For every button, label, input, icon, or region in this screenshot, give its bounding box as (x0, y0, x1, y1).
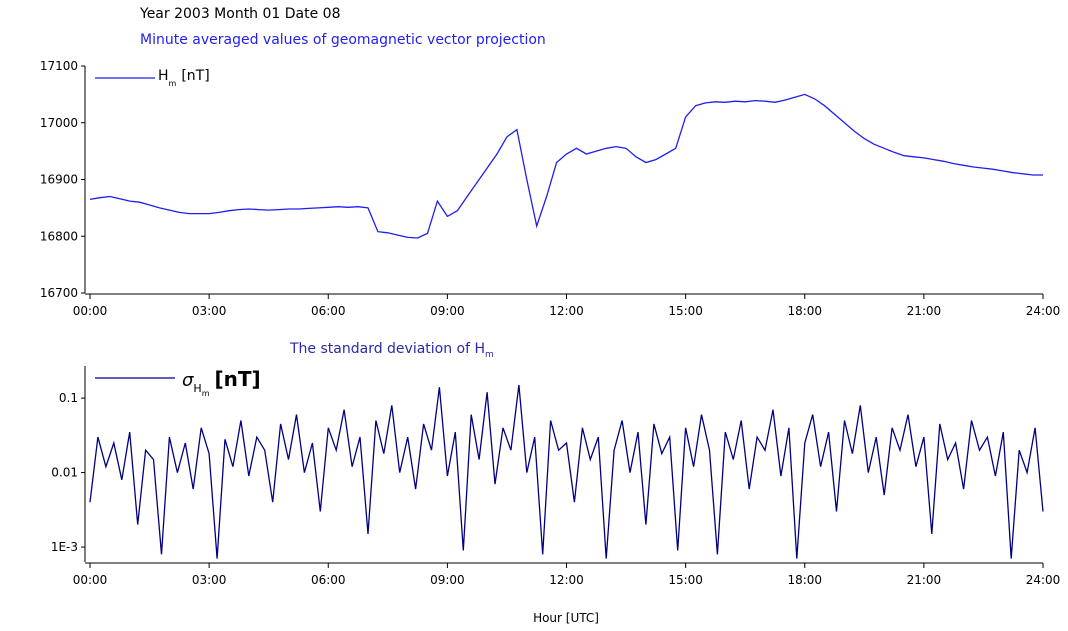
y-tick-label: 17000 (40, 116, 78, 130)
x-tick-label: 15:00 (668, 304, 703, 318)
x-tick-label: 09:00 (430, 304, 465, 318)
x-tick-label: 06:00 (311, 573, 346, 587)
subtitle-text: The standard deviation of H (289, 341, 485, 357)
x-tick-label: 18:00 (787, 573, 822, 587)
y-tick-label: 16800 (40, 229, 78, 243)
subtitle-subscript: m (485, 350, 494, 360)
y-tick-label: 1E-3 (51, 540, 78, 554)
x-tick-label: 12:00 (549, 304, 584, 318)
x-tick-label: 00:00 (73, 573, 108, 587)
x-tick-label: 03:00 (192, 304, 227, 318)
x-tick-label: 21:00 (907, 573, 942, 587)
y-tick-label: 16900 (40, 173, 78, 187)
x-tick-label: 24:00 (1026, 304, 1061, 318)
x-tick-label: 09:00 (430, 573, 465, 587)
data-line (89, 93, 1043, 239)
x-tick-label: 03:00 (192, 573, 227, 587)
x-tick-label: 12:00 (549, 573, 584, 587)
legend-subsubscript: m (202, 389, 210, 398)
x-axis-label: Hour [UTC] (533, 611, 599, 625)
x-tick-label: 24:00 (1026, 573, 1061, 587)
legend-name: σ (182, 370, 194, 391)
chart-subtitle: The standard deviation of Hm (289, 341, 494, 360)
x-tick-label: 18:00 (787, 304, 822, 318)
y-tick-label: 0.01 (51, 466, 78, 480)
chart-title: Year 2003 Month 01 Date 08 (139, 6, 341, 22)
y-tick-label: 0.1 (59, 391, 78, 405)
legend-unit: [nT] (181, 68, 209, 84)
y-tick-label: 17100 (40, 59, 78, 73)
x-tick-label: 06:00 (311, 304, 346, 318)
legend-unit: [nT] (215, 367, 261, 391)
x-tick-label: 15:00 (668, 573, 703, 587)
x-tick-label: 21:00 (907, 304, 942, 318)
legend-entry: σHm [nT] (182, 367, 261, 398)
legend-subscript: H (193, 382, 201, 395)
legend-subscript: m (169, 79, 177, 88)
legend-entry: Hm [nT] (158, 68, 210, 88)
chart-subtitle: Minute averaged values of geomagnetic ve… (140, 32, 546, 48)
data-line (89, 384, 1044, 559)
y-tick-label: 16700 (40, 286, 78, 300)
x-tick-label: 00:00 (73, 304, 108, 318)
legend-name: H (158, 68, 169, 84)
